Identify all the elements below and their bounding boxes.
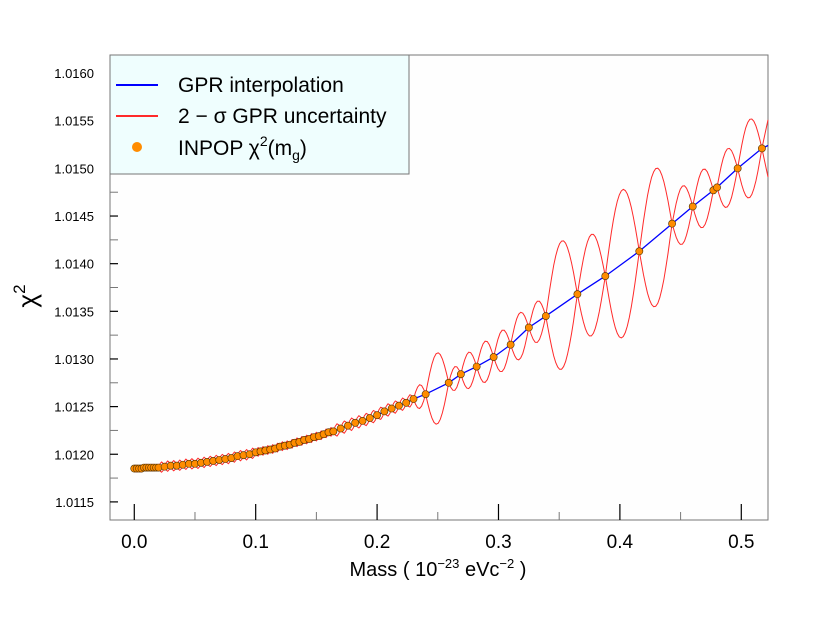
data-point <box>402 398 411 407</box>
data-points <box>130 144 766 473</box>
data-point <box>358 417 367 425</box>
data-point <box>373 411 381 420</box>
data-point <box>421 390 430 399</box>
legend: GPR interpolation 2 − σ GPR uncertainty … <box>109 54 410 175</box>
x-tick-label: 0.1 <box>242 532 268 553</box>
data-point <box>635 247 644 256</box>
data-point <box>506 340 515 349</box>
data-point <box>489 353 498 361</box>
data-point <box>395 401 403 410</box>
legend-sigma-label: 2 − σ GPR uncertainty <box>178 105 387 128</box>
data-point <box>758 144 766 153</box>
y-tick-label: 1.0145 <box>54 209 94 224</box>
y-tick-label: 1.0140 <box>54 257 94 272</box>
data-point <box>329 427 338 436</box>
y-axis-label: χ2 <box>10 284 42 307</box>
data-point <box>472 362 481 371</box>
legend-gpr-label: GPR interpolation <box>178 74 344 97</box>
y-tick-label: 1.0115 <box>55 495 94 510</box>
legend-box <box>109 54 410 175</box>
y-tick-label: 1.0135 <box>54 304 94 319</box>
data-point <box>336 424 345 433</box>
data-point <box>524 323 533 332</box>
x-tick-label: 0.0 <box>121 532 147 553</box>
data-point <box>733 164 742 173</box>
y-tick-label: 1.0160 <box>54 66 94 81</box>
y-tick-label: 1.0130 <box>54 352 94 367</box>
data-point <box>344 421 352 430</box>
data-point <box>688 202 697 211</box>
y-tick-label: 1.0155 <box>54 114 94 129</box>
x-tick-label: 0.3 <box>485 532 511 553</box>
x-tick-label: 0.5 <box>728 532 754 553</box>
y-tick-label: 1.0150 <box>54 161 94 176</box>
x-axis-label: Mass ( 10−23 eVc−2 ) <box>350 556 527 581</box>
legend-points-swatch <box>132 142 142 152</box>
data-point <box>444 378 453 387</box>
data-point <box>713 183 721 192</box>
x-tick-label: 0.2 <box>364 532 390 553</box>
data-point <box>351 418 360 427</box>
y-tick-label: 1.0125 <box>54 400 94 415</box>
y-axis: 1.0115 1.0120 1.0125 1.0130 1.0135 1.0140 1.01… <box>54 66 118 510</box>
data-point <box>387 404 396 413</box>
data-point <box>601 272 610 280</box>
data-point <box>573 290 582 299</box>
data-point <box>668 219 676 228</box>
data-point <box>541 312 550 320</box>
legend-inpop-label: INPOP χ2(mg) <box>178 133 307 163</box>
data-point <box>380 407 389 416</box>
data-point <box>409 395 418 403</box>
data-point <box>456 370 465 379</box>
x-tick-label: 0.4 <box>607 532 634 553</box>
y-tick-label: 1.0120 <box>54 447 94 462</box>
data-point <box>365 414 374 422</box>
x-axis: 0.0 0.1 0.2 0.3 0.4 0.5 <box>121 504 755 553</box>
